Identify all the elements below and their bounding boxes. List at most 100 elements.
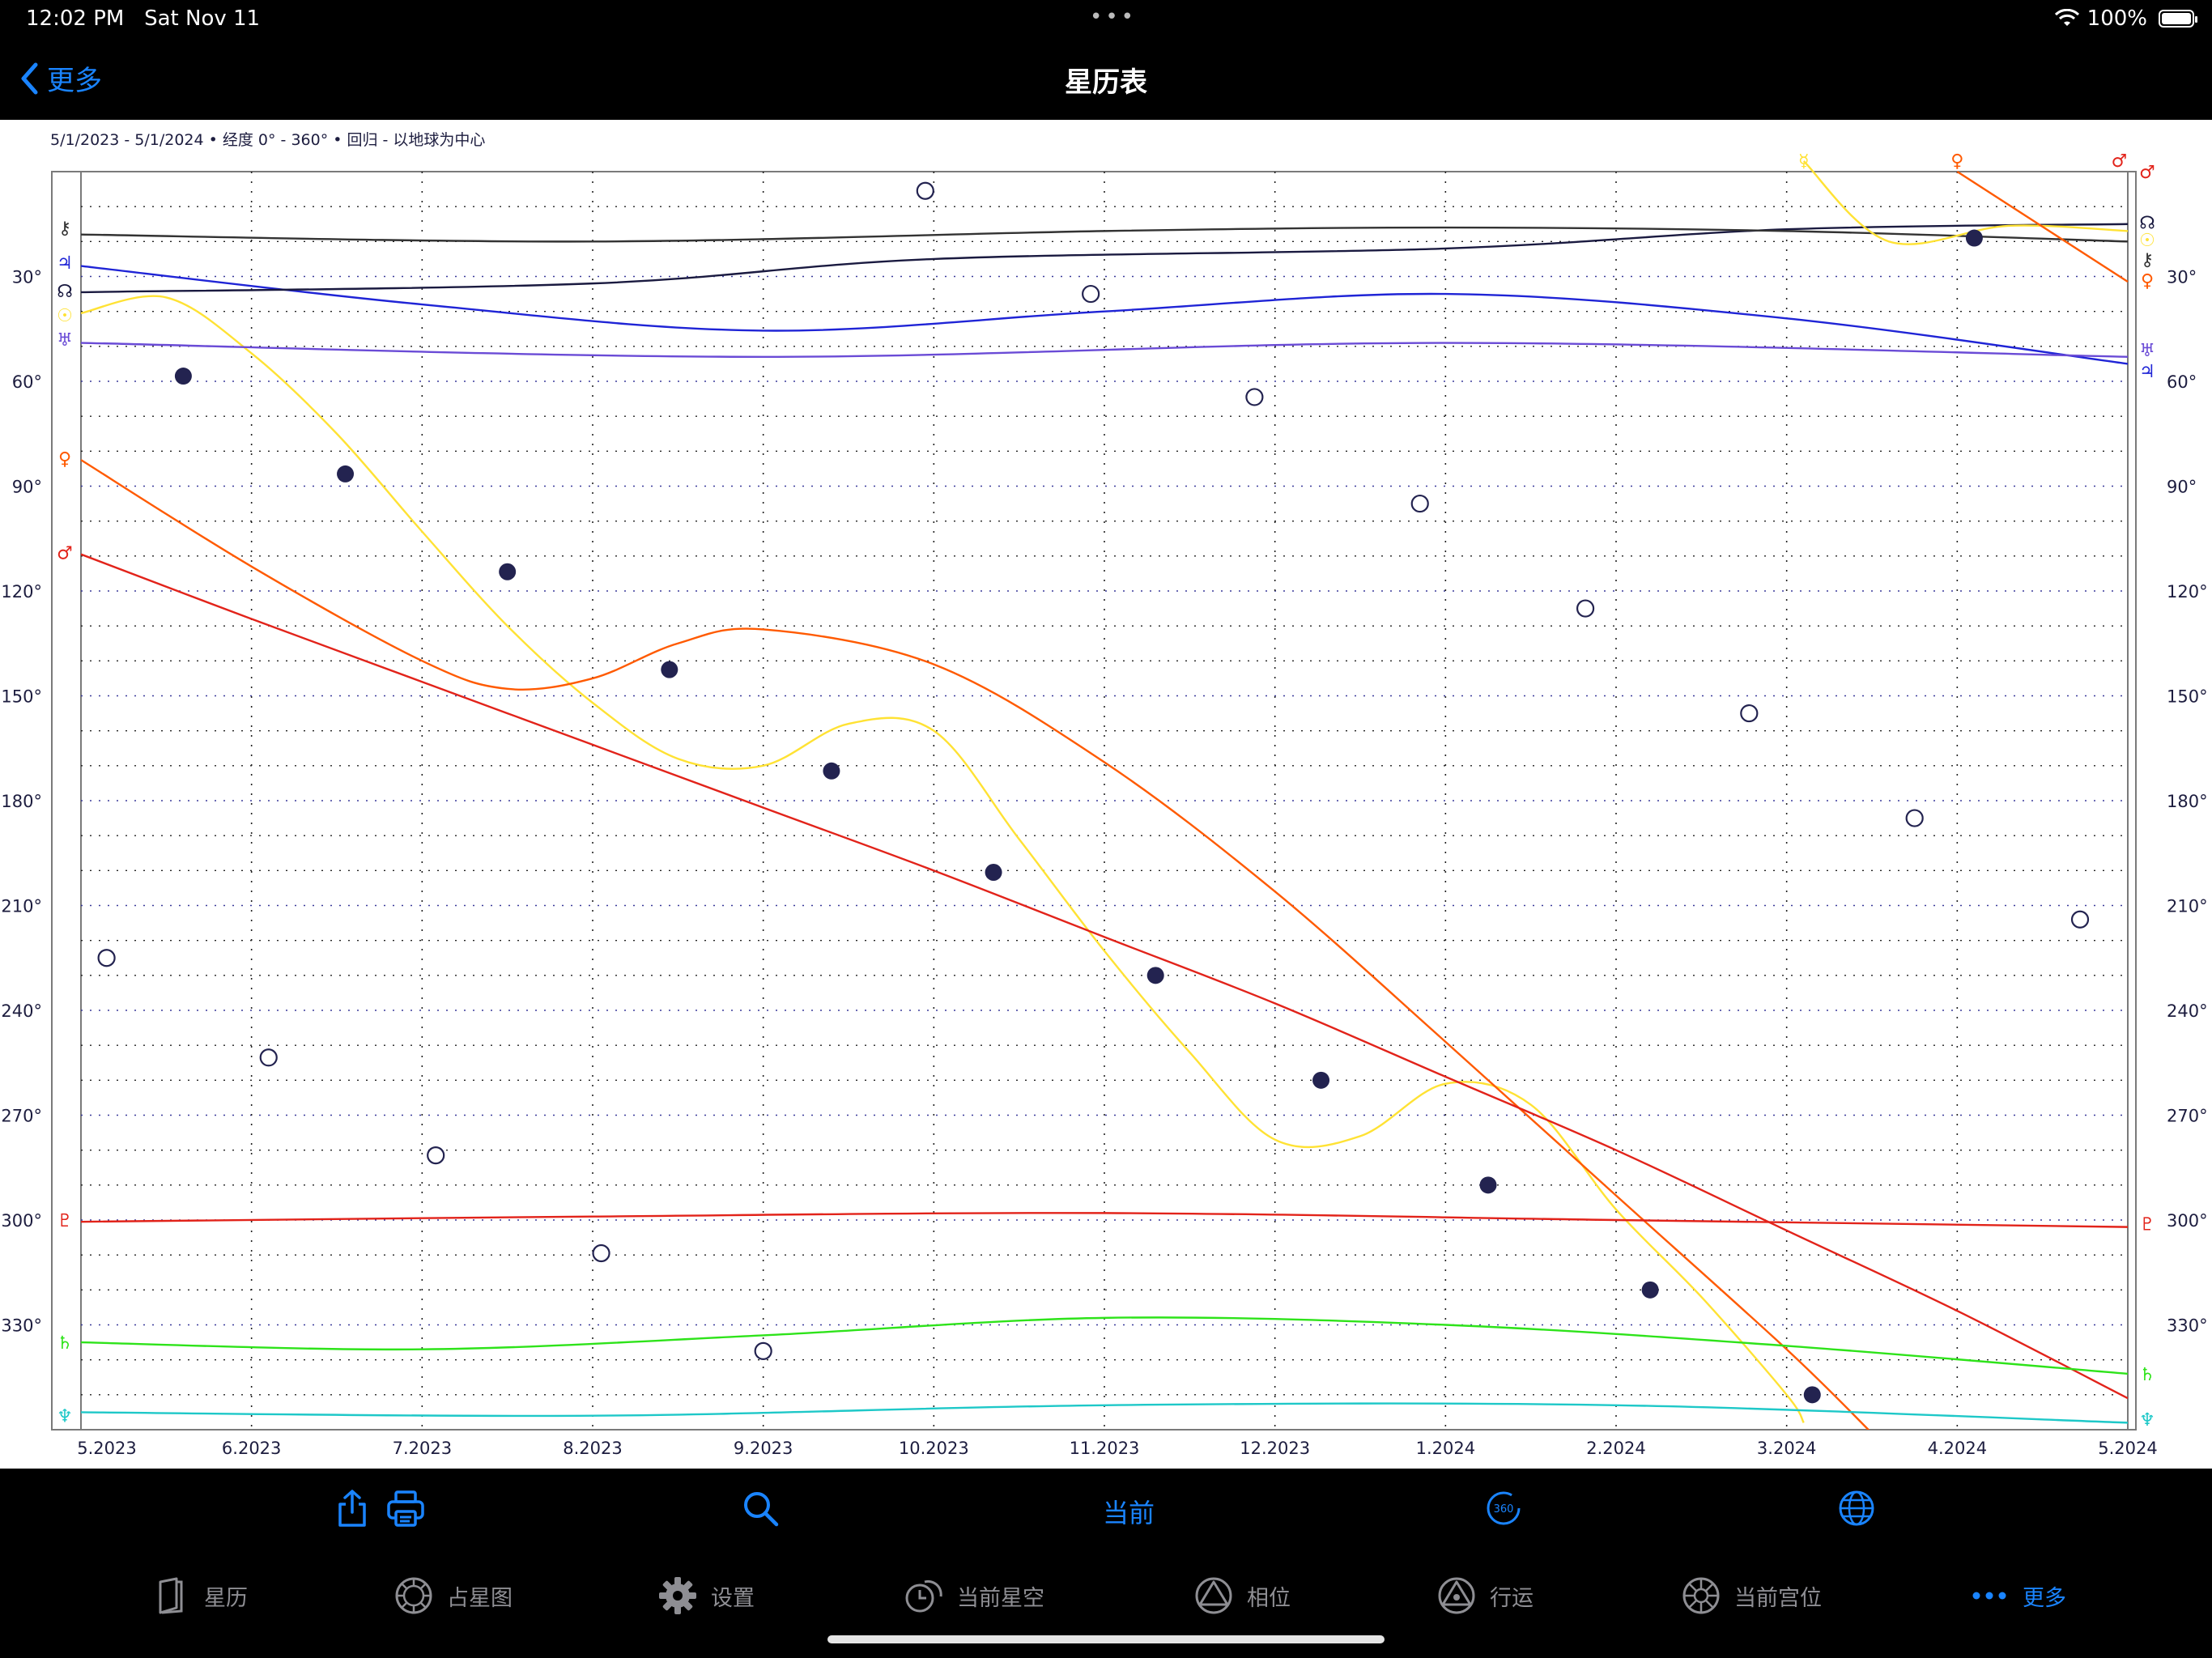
- y-tick-label-left: 90°: [12, 478, 42, 497]
- tab-label: 当前宫位: [1734, 1585, 1822, 1611]
- tab-settings[interactable]: 设置: [657, 1575, 755, 1616]
- tab-aspects[interactable]: 相位: [1193, 1575, 1291, 1616]
- right-planet-marker: ♆: [2139, 1410, 2155, 1431]
- tab-label: 占星图: [447, 1585, 513, 1611]
- right-planet-marker: ☉: [2139, 231, 2155, 251]
- full-moon-marker: [1245, 388, 1264, 406]
- globe-icon: [1839, 1490, 1874, 1526]
- tab-transits[interactable]: 行运: [1436, 1575, 1534, 1616]
- new-moon-marker: [337, 465, 355, 483]
- y-tick-label-left: 240°: [1, 1001, 42, 1021]
- left-planet-marker: ♂: [57, 544, 73, 564]
- top-planet-marker: ♂: [2112, 151, 2128, 172]
- left-planet-marker: ♅: [57, 330, 73, 351]
- series-line: [81, 342, 2128, 358]
- series-line: [81, 1212, 2128, 1228]
- globe-button[interactable]: [1836, 1488, 1877, 1532]
- multitasking-dots[interactable]: •••: [1090, 5, 1138, 29]
- x-tick-label: 10.2023: [899, 1439, 969, 1458]
- tab-current-houses[interactable]: 当前宫位: [1681, 1575, 1822, 1616]
- full-moon-marker: [2070, 910, 2090, 929]
- tab-more[interactable]: 更多: [1969, 1575, 2066, 1616]
- search-button[interactable]: [740, 1488, 781, 1532]
- tab-ephemeris[interactable]: 星历: [151, 1575, 248, 1616]
- x-tick-label: 5.2023: [77, 1439, 136, 1458]
- print-icon: [387, 1490, 424, 1527]
- tab-label: 设置: [711, 1585, 755, 1611]
- share-button[interactable]: [332, 1488, 372, 1532]
- full-moon-marker: [259, 1048, 278, 1067]
- chevron-left-icon: [21, 62, 38, 94]
- full-moon-marker: [1082, 284, 1100, 304]
- new-moon-marker: [1146, 967, 1164, 984]
- y-tick-label-right: 30°: [2167, 268, 2197, 287]
- tab-current-sky[interactable]: 当前星空: [904, 1575, 1044, 1616]
- tab-chart[interactable]: 占星图: [393, 1575, 513, 1616]
- left-planet-marker: ♀: [58, 449, 71, 470]
- y-tick-label-left: 120°: [1, 582, 42, 602]
- left-planet-marker: ☉: [57, 306, 73, 326]
- series-line: [81, 1402, 2128, 1424]
- x-tick-label: 5.2024: [2098, 1439, 2157, 1458]
- y-tick-label-right: 330°: [2167, 1316, 2208, 1336]
- y-tick-label-left: 180°: [1, 792, 42, 811]
- full-moon-marker: [1740, 704, 1759, 723]
- full-moon-marker: [97, 949, 116, 967]
- back-label: 更多: [47, 65, 102, 97]
- full-moon-marker: [1905, 809, 1924, 827]
- new-moon-marker: [1312, 1071, 1330, 1089]
- right-planet-marker: ♇: [2139, 1214, 2155, 1235]
- full-moon-marker: [916, 181, 934, 200]
- triangle-circle-icon: [1195, 1577, 1232, 1614]
- top-entry-lines: [1802, 160, 2129, 283]
- y-tick-label-right: 120°: [2167, 582, 2208, 602]
- right-planet-marker: ♀: [2141, 271, 2154, 291]
- left-planet-marker: ♇: [57, 1211, 73, 1231]
- new-moon-marker: [1803, 1386, 1821, 1404]
- y-tick-label-right: 180°: [2167, 792, 2208, 811]
- top-planet-marker: ☿: [1798, 151, 1810, 172]
- series-line: [81, 553, 2128, 1400]
- x-tick-label: 11.2023: [1070, 1439, 1140, 1458]
- new-moon-marker: [985, 863, 1002, 881]
- rotate-360-button[interactable]: 360: [1483, 1488, 1524, 1532]
- y-tick-label-left: 150°: [1, 687, 42, 707]
- right-planet-marker: ☊: [2139, 214, 2155, 234]
- right-planet-marker: ♄: [2139, 1365, 2155, 1385]
- new-moon-marker: [499, 563, 517, 580]
- ephemeris-chart-area[interactable]: 5/1/2023 - 5/1/2024 • 经度 0° - 360° • 回归 …: [0, 120, 2212, 1469]
- y-tick-label-left: 210°: [1, 897, 42, 916]
- y-tick-label-right: 210°: [2167, 897, 2208, 916]
- back-button[interactable]: 更多: [19, 58, 102, 98]
- series-line: [81, 459, 1870, 1430]
- x-tick-label: 2.2024: [1586, 1439, 1645, 1458]
- x-tick-label: 4.2024: [1928, 1439, 1987, 1458]
- share-icon: [338, 1490, 366, 1527]
- y-tick-label-right: 270°: [2167, 1107, 2208, 1126]
- triangle-transit-icon: [1438, 1577, 1475, 1614]
- y-tick-label-right: 300°: [2167, 1211, 2208, 1231]
- houses-wheel-icon: [1682, 1577, 1720, 1614]
- right-planet-marker: ♃: [2139, 362, 2155, 382]
- print-button[interactable]: [385, 1488, 426, 1532]
- tab-label: 当前星空: [957, 1585, 1044, 1611]
- series-line: [81, 226, 2128, 243]
- top-planet-marker: ♀: [1950, 151, 1963, 172]
- series-line: [81, 223, 2128, 294]
- ephemeris-chart[interactable]: 30° 30° 60° 60° 90° 90° 120° 120° 150° 150° 180° 18…: [0, 120, 2212, 1469]
- y-tick-label-right: 150°: [2167, 687, 2208, 707]
- wifi-icon: [2054, 9, 2079, 26]
- tab-label: 行运: [1490, 1585, 1534, 1611]
- chart-subtitle: 5/1/2023 - 5/1/2024 • 经度 0° - 360° • 回归 …: [50, 131, 486, 149]
- rotate-360-badge: 360: [1494, 1503, 1514, 1516]
- y-tick-label-right: 90°: [2167, 478, 2197, 497]
- book-icon: [159, 1577, 183, 1614]
- tab-label: 星历: [204, 1585, 248, 1611]
- new-moon-marker: [1479, 1176, 1497, 1194]
- new-moon-marker: [174, 368, 192, 385]
- y-tick-label-right: 240°: [2167, 1001, 2208, 1021]
- current-button[interactable]: 当前: [1103, 1498, 1155, 1528]
- left-planet-marker: ♄: [57, 1333, 73, 1354]
- y-tick-label-left: 30°: [12, 268, 42, 287]
- navigation-bar: 更多 星历表: [0, 39, 2212, 120]
